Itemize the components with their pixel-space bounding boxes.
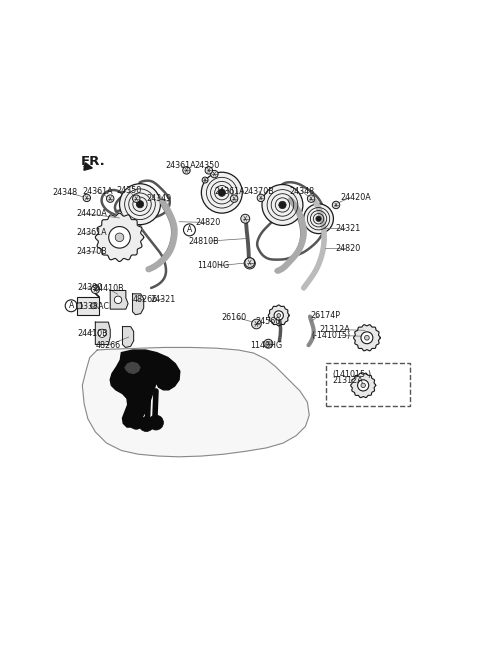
Text: 24820: 24820 — [196, 218, 221, 227]
Circle shape — [202, 177, 208, 183]
Circle shape — [316, 216, 321, 221]
Circle shape — [109, 226, 130, 248]
Circle shape — [358, 379, 369, 391]
Text: 24370B: 24370B — [244, 187, 275, 196]
Circle shape — [211, 170, 218, 178]
Circle shape — [361, 383, 365, 387]
Polygon shape — [132, 294, 144, 315]
Text: 1140HG: 1140HG — [251, 341, 283, 350]
Text: (-141015): (-141015) — [311, 331, 350, 340]
Polygon shape — [351, 373, 376, 397]
Text: 48266: 48266 — [132, 294, 157, 304]
Circle shape — [205, 166, 213, 174]
Circle shape — [307, 195, 315, 203]
Circle shape — [91, 303, 96, 309]
Polygon shape — [96, 322, 110, 345]
Text: FR.: FR. — [81, 154, 105, 168]
Text: 21312A: 21312A — [319, 325, 350, 334]
Circle shape — [202, 172, 242, 213]
Circle shape — [279, 201, 286, 209]
Text: 24350: 24350 — [194, 160, 219, 170]
Circle shape — [91, 285, 99, 294]
Text: 24361A: 24361A — [77, 228, 108, 238]
Text: 48266: 48266 — [96, 341, 121, 350]
Circle shape — [361, 332, 373, 344]
Circle shape — [136, 201, 144, 208]
Text: 24348: 24348 — [289, 187, 314, 196]
Polygon shape — [268, 305, 289, 326]
Text: 24321: 24321 — [335, 224, 360, 233]
Text: 1140HG: 1140HG — [197, 261, 229, 270]
Circle shape — [107, 195, 114, 203]
Polygon shape — [110, 350, 180, 427]
Text: (141015-): (141015-) — [332, 370, 372, 380]
Text: 24410B: 24410B — [78, 329, 108, 338]
Text: 24420A: 24420A — [341, 193, 372, 202]
Circle shape — [244, 258, 255, 269]
Polygon shape — [122, 327, 133, 347]
Text: 24820: 24820 — [335, 244, 360, 253]
Circle shape — [262, 185, 303, 226]
Text: 24361A: 24361A — [82, 187, 112, 196]
Circle shape — [245, 258, 254, 267]
Text: 21312A: 21312A — [332, 376, 363, 385]
Polygon shape — [96, 213, 144, 261]
Text: 24361A: 24361A — [214, 187, 245, 196]
Text: 24420A: 24420A — [77, 209, 108, 218]
Polygon shape — [125, 362, 140, 374]
Text: 24370B: 24370B — [77, 247, 108, 256]
Circle shape — [98, 329, 106, 337]
Text: A: A — [187, 225, 192, 234]
Text: 24361A: 24361A — [166, 160, 196, 170]
Circle shape — [304, 204, 334, 234]
Text: 24410B: 24410B — [93, 284, 124, 293]
Text: 24349: 24349 — [146, 194, 171, 203]
Text: 24560: 24560 — [256, 317, 281, 326]
Circle shape — [252, 319, 261, 329]
Circle shape — [76, 303, 83, 309]
Polygon shape — [83, 347, 309, 457]
Circle shape — [120, 183, 160, 224]
Circle shape — [148, 415, 163, 430]
Circle shape — [264, 339, 273, 348]
Text: 24810B: 24810B — [189, 236, 219, 246]
Text: 1338AC: 1338AC — [78, 302, 109, 311]
FancyBboxPatch shape — [77, 297, 99, 315]
Circle shape — [139, 416, 154, 432]
Circle shape — [274, 311, 283, 320]
Circle shape — [332, 201, 340, 209]
Circle shape — [114, 296, 122, 304]
Circle shape — [277, 314, 281, 317]
Circle shape — [83, 194, 91, 201]
Text: 26160: 26160 — [221, 314, 246, 322]
Circle shape — [132, 195, 140, 203]
Polygon shape — [354, 325, 380, 351]
Circle shape — [129, 414, 144, 429]
Circle shape — [115, 233, 124, 242]
Text: 26174P: 26174P — [310, 311, 340, 320]
Circle shape — [183, 166, 190, 174]
Text: 24390: 24390 — [78, 283, 103, 292]
Circle shape — [257, 194, 264, 201]
Circle shape — [241, 214, 250, 223]
Polygon shape — [110, 290, 128, 309]
Circle shape — [230, 195, 238, 203]
Text: A: A — [69, 301, 74, 310]
Circle shape — [364, 335, 369, 340]
Text: 24348: 24348 — [53, 188, 78, 197]
Circle shape — [218, 189, 226, 197]
Text: 24350: 24350 — [116, 186, 142, 195]
Text: 24321: 24321 — [151, 294, 176, 304]
